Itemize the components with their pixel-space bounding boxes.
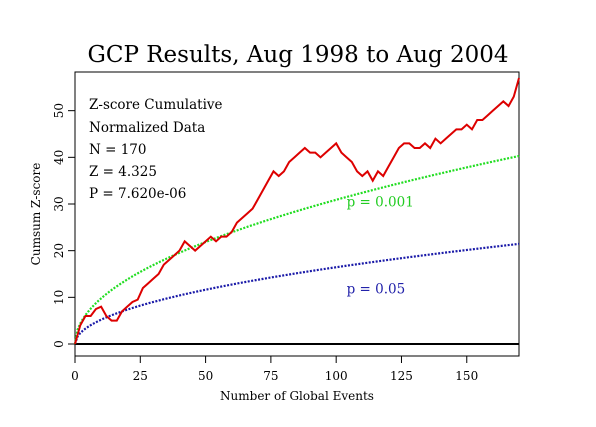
x-tick-label: 150 xyxy=(455,369,478,383)
y-axis-label: Cumsum Z-score xyxy=(29,163,43,266)
y-tick-label: 30 xyxy=(52,196,66,211)
p05-label: p = 0.05 xyxy=(347,282,406,298)
info-box: Z-score Cumulative Normalized Data N = 1… xyxy=(89,97,223,202)
p05-curve xyxy=(73,242,520,345)
info-line-1: Z-score Cumulative xyxy=(89,97,223,113)
x-tick-label: 100 xyxy=(325,369,348,383)
x-tick-label: 75 xyxy=(263,369,278,383)
x-tick-label: 25 xyxy=(133,369,148,383)
y-tick-label: 10 xyxy=(52,290,66,305)
y-tick-label: 50 xyxy=(52,103,66,118)
chart-title: GCP Results, Aug 1998 to Aug 2004 xyxy=(87,42,508,68)
info-line-4: Z = 4.325 xyxy=(89,164,157,180)
plot-frame xyxy=(74,71,520,357)
y-tick-label: 40 xyxy=(52,150,66,165)
y-tick-label: 0 xyxy=(52,340,66,348)
cumsum-line xyxy=(74,77,520,345)
x-axis-label: Number of Global Events xyxy=(220,389,374,403)
x-tick-label: 0 xyxy=(71,369,79,383)
x-axis: 0 25 50 75 100 125 150 xyxy=(71,356,478,383)
y-axis: 0 10 20 30 40 50 xyxy=(52,103,75,348)
info-line-3: N = 170 xyxy=(89,142,146,158)
info-line-2: Normalized Data xyxy=(89,120,205,136)
p001-label: p = 0.001 xyxy=(347,194,414,210)
p001-curve xyxy=(73,154,520,345)
y-tick-label: 20 xyxy=(52,243,66,258)
x-tick-label: 50 xyxy=(198,369,213,383)
info-line-5: P = 7.620e-06 xyxy=(89,186,186,202)
x-tick-label: 125 xyxy=(390,369,413,383)
